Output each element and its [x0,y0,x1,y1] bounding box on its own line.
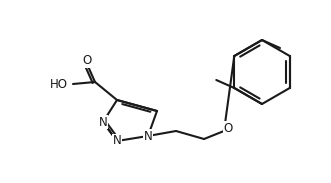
Text: N: N [113,135,121,147]
Text: N: N [144,130,152,143]
Text: O: O [82,55,92,68]
Text: O: O [223,122,233,135]
Text: HO: HO [50,77,68,91]
Text: N: N [99,115,107,128]
